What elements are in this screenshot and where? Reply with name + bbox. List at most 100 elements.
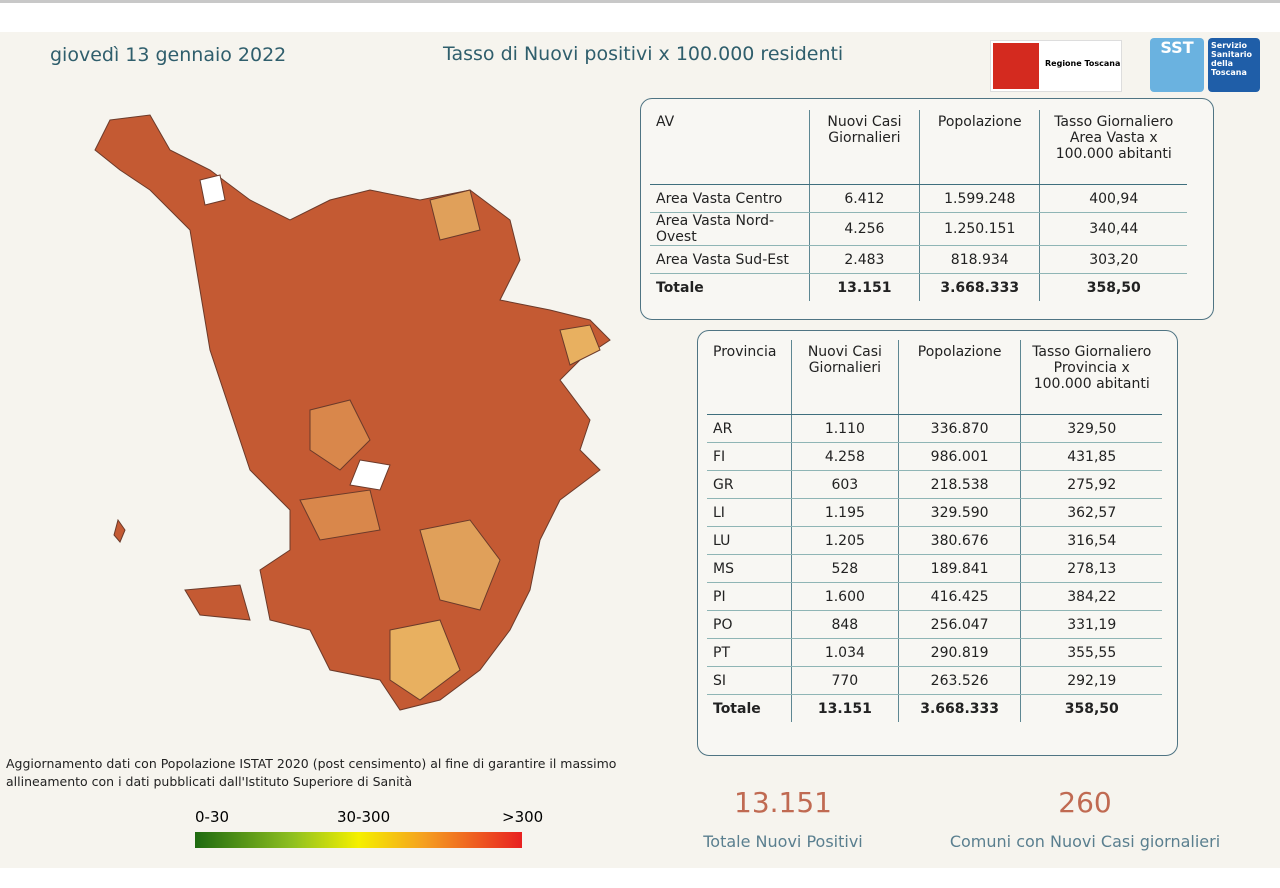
top-bar	[0, 0, 1280, 3]
cell: 263.526	[897, 666, 1021, 695]
cell: 316,54	[1020, 526, 1162, 555]
cell: 528	[790, 554, 899, 583]
row: Area Vasta Sud-Est 2.483 818.934 303,20	[650, 245, 1187, 274]
row: GR 603 218.538 275,92	[707, 470, 1162, 499]
cell: 6.412	[808, 184, 920, 213]
cell: 603	[790, 470, 899, 499]
column-header: Nuovi Casi Giornalieri	[808, 110, 920, 185]
row: MS 528 189.841 278,13	[707, 554, 1162, 583]
cell: 292,19	[1020, 666, 1162, 695]
cell: 2.483	[808, 245, 920, 274]
kpi-value: 260	[1058, 786, 1112, 819]
row: LU 1.205 380.676 316,54	[707, 526, 1162, 555]
cell: 1.250.151	[919, 212, 1040, 246]
cell: 770	[790, 666, 899, 695]
map	[94, 114, 611, 711]
area	[429, 189, 481, 241]
header-row: Provincia Nuovi Casi Giornalieri Popolazio…	[707, 340, 1162, 415]
kpi-label: Comuni con Nuovi Casi giornalieri	[949, 832, 1221, 851]
row: SI 770 263.526 292,19	[707, 666, 1162, 695]
cell: 986.001	[897, 442, 1021, 471]
area	[299, 489, 381, 541]
cell: 340,44	[1039, 212, 1187, 246]
row: Area Vasta Nord-Ovest 4.256 1.250.151 340,4…	[650, 212, 1187, 246]
area	[349, 459, 391, 491]
cell: 290.819	[897, 638, 1021, 667]
cell: 331,19	[1020, 610, 1162, 639]
cell: PO	[707, 610, 792, 639]
cell: 400,94	[1039, 184, 1187, 213]
cell: 1.110	[790, 414, 899, 443]
cell: FI	[707, 442, 792, 471]
cell: Area Vasta Sud-Est	[650, 245, 810, 274]
area	[309, 399, 371, 471]
total-cell: Totale	[707, 694, 792, 722]
cell: 380.676	[897, 526, 1021, 555]
header-row: AV Nuovi Casi Giornalieri Popolazione Tasso…	[650, 110, 1187, 185]
cell: 416.425	[897, 582, 1021, 611]
total-cell: 13.151	[808, 273, 920, 301]
date: giovedì 13 gennaio 2022	[50, 44, 287, 66]
cell: 1.599.248	[919, 184, 1040, 213]
column-header: AV	[650, 110, 810, 185]
cell: PT	[707, 638, 792, 667]
legend-label: >300	[502, 808, 544, 826]
row: AR 1.110 336.870 329,50	[707, 414, 1162, 443]
cell: 1.034	[790, 638, 899, 667]
row: LI 1.195 329.590 362,57	[707, 498, 1162, 527]
title: Tasso di Nuovi positivi x 100.000 reside…	[443, 43, 844, 65]
row: PT 1.034 290.819 355,55	[707, 638, 1162, 667]
kpi-label: Totale Nuovi Positivi	[703, 832, 863, 851]
total-cell: 3.668.333	[919, 273, 1040, 301]
cell: 4.256	[808, 212, 920, 246]
logo-sst-caption: Servizio Sanitario della Toscana	[1208, 38, 1260, 92]
cell: LU	[707, 526, 792, 555]
column-header: Nuovi Casi Giornalieri	[790, 340, 899, 415]
legend-label: 30-300	[337, 808, 391, 826]
cell: 278,13	[1020, 554, 1162, 583]
cell: 355,55	[1020, 638, 1162, 667]
cell: 1.205	[790, 526, 899, 555]
logo-sst-text: SST	[1160, 38, 1194, 57]
island	[184, 584, 251, 621]
row: Area Vasta Centro 6.412 1.599.248 400,94	[650, 184, 1187, 213]
cell: 189.841	[897, 554, 1021, 583]
cell: 1.195	[790, 498, 899, 527]
area	[419, 519, 501, 611]
total-cell: 358,50	[1039, 273, 1187, 301]
kpi-value: 13.151	[734, 786, 832, 819]
cell: 1.600	[790, 582, 899, 611]
cell: 275,92	[1020, 470, 1162, 499]
total-cell: 358,50	[1020, 694, 1162, 722]
island	[113, 518, 126, 543]
cell: 818.934	[919, 245, 1040, 274]
cell: 431,85	[1020, 442, 1162, 471]
row: FI 4.258 986.001 431,85	[707, 442, 1162, 471]
cell: GR	[707, 470, 792, 499]
area	[199, 174, 226, 206]
total-cell: 13.151	[790, 694, 899, 722]
cell: 329,50	[1020, 414, 1162, 443]
row: PI 1.600 416.425 384,22	[707, 582, 1162, 611]
column-header: Tasso Giornaliero Provincia x 100.000 ab…	[1020, 340, 1162, 415]
cell: SI	[707, 666, 792, 695]
cell: 303,20	[1039, 245, 1187, 274]
logo-region: Regione Toscana	[990, 40, 1122, 92]
total-cell: Totale	[650, 273, 810, 301]
area	[389, 619, 461, 701]
cell: AR	[707, 414, 792, 443]
cell: 362,57	[1020, 498, 1162, 527]
row: PO 848 256.047 331,19	[707, 610, 1162, 639]
logo-region-text: Regione Toscana	[1045, 59, 1121, 68]
cell: 4.258	[790, 442, 899, 471]
area	[559, 324, 601, 366]
province-table: Provincia Nuovi Casi Giornalieri Popolazio…	[707, 340, 1162, 722]
logo-sst: SST	[1150, 38, 1204, 92]
note: Aggiornamento dati con Popolazione ISTAT…	[6, 756, 617, 789]
av-table: AV Nuovi Casi Giornalieri Popolazione Tasso…	[650, 110, 1187, 301]
total-row: Totale 13.151 3.668.333 358,50	[650, 273, 1187, 301]
column-header: Tasso Giornaliero Area Vasta x 100.000 a…	[1039, 110, 1187, 185]
total-cell: 3.668.333	[897, 694, 1021, 722]
column-header: Provincia	[707, 340, 792, 415]
